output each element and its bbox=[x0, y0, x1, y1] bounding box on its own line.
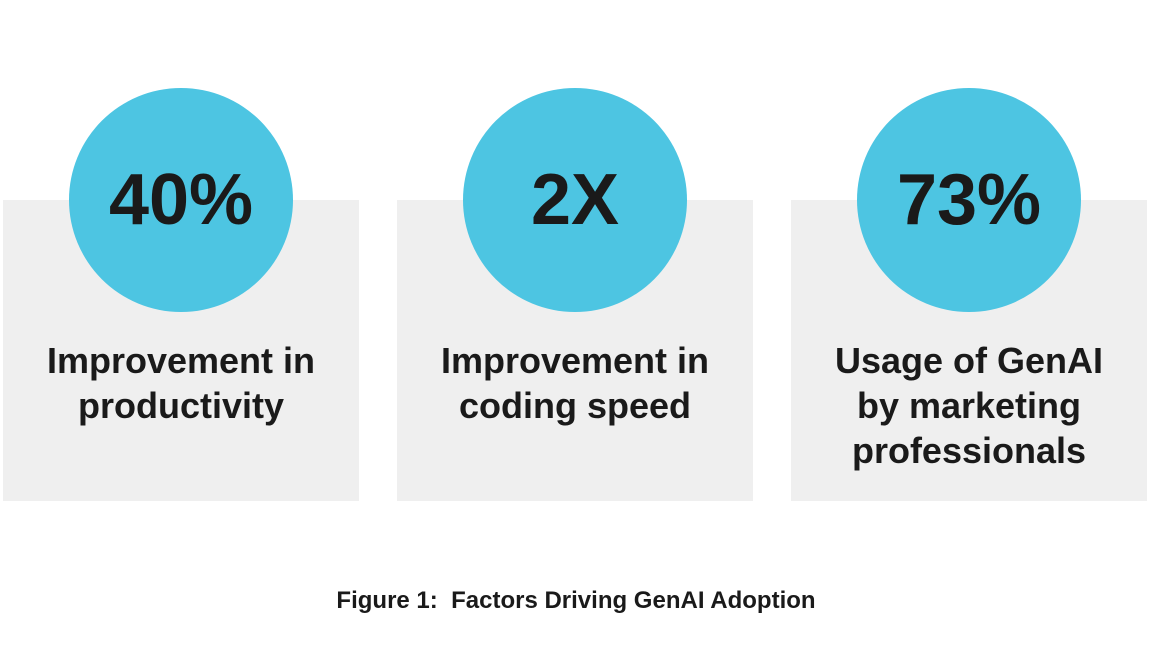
stat-value: 2X bbox=[530, 160, 620, 240]
stat-circle: 40% bbox=[69, 88, 293, 312]
stat-value: 40% bbox=[108, 160, 254, 240]
stat-value: 73% bbox=[896, 160, 1042, 240]
stat-circle: 2X bbox=[463, 88, 687, 312]
figure-caption: Figure 1: Factors Driving GenAI Adoption bbox=[336, 587, 816, 614]
stat-label: Improvement in productivity bbox=[46, 340, 316, 426]
stat-panel-marketing-usage: 73% Usage of GenAI by marketing professi… bbox=[791, 88, 1147, 501]
stat-panels-row: 40% Improvement in productivity 2X Impro… bbox=[3, 88, 1147, 501]
stat-label: Improvement in coding speed bbox=[440, 340, 710, 426]
stat-circle: 73% bbox=[857, 88, 1081, 312]
stat-label: Usage of GenAI by marketing professional… bbox=[834, 340, 1104, 471]
stat-panel-coding-speed: 2X Improvement in coding speed bbox=[397, 88, 753, 501]
stat-panel-productivity: 40% Improvement in productivity bbox=[3, 88, 359, 501]
